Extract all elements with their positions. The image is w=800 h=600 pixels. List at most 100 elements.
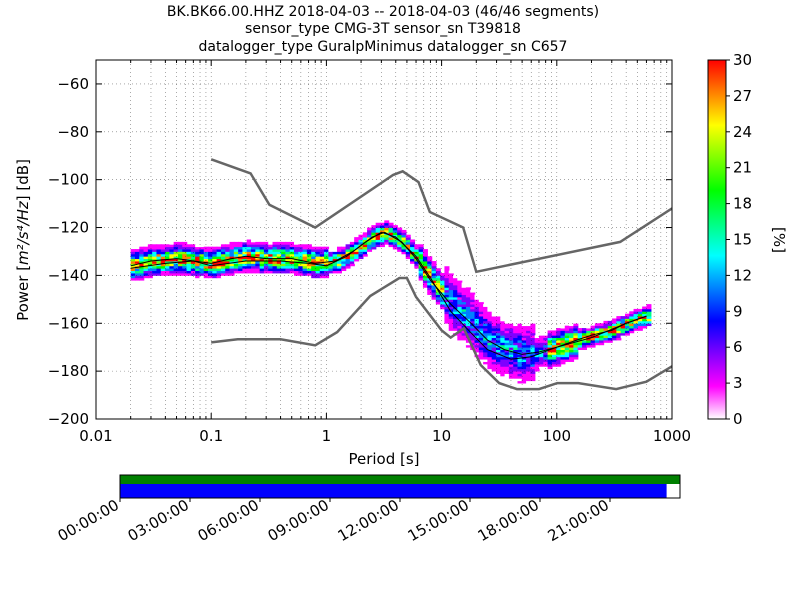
- heatmap-cell: [182, 244, 188, 248]
- time-tick-label: 12:00:00: [335, 496, 402, 545]
- heatmap-cell: [534, 340, 540, 343]
- heatmap-cell: [594, 340, 600, 343]
- heatmap-cell: [233, 265, 239, 269]
- heatmap-cell: [629, 325, 635, 329]
- heatmap-cell: [435, 294, 441, 298]
- heatmap-cell: [268, 261, 274, 264]
- heatmap-cell: [397, 227, 403, 231]
- heatmap-cell: [422, 280, 428, 283]
- heatmap-cell: [530, 347, 536, 350]
- heatmap-cell: [478, 301, 484, 305]
- heatmap-cell: [453, 296, 459, 300]
- heatmap-cell: [474, 342, 480, 346]
- heatmap-cell: [547, 332, 553, 336]
- heatmap-cell: [285, 249, 291, 252]
- heatmap-cell: [526, 378, 532, 382]
- heatmap-cell: [491, 363, 497, 367]
- heatmap-cell: [259, 261, 265, 264]
- heatmap-cell: [328, 261, 334, 264]
- heatmap-cell: [268, 244, 274, 248]
- heatmap-cell: [233, 251, 239, 255]
- heatmap-cell: [474, 351, 480, 355]
- heatmap-cell: [637, 313, 643, 317]
- heatmap-cell: [208, 256, 214, 260]
- heatmap-cell: [422, 273, 428, 276]
- heatmap-cell: [564, 325, 570, 329]
- heatmap-cell: [530, 337, 536, 341]
- heatmap-cell: [169, 268, 175, 272]
- heatmap-cell: [491, 354, 497, 358]
- heatmap-cell: [134, 258, 140, 262]
- heatmap-cell: [453, 316, 459, 319]
- heatmap-cell: [444, 265, 450, 269]
- heatmap-cell: [298, 273, 304, 276]
- heatmap-cell: [478, 316, 484, 319]
- heatmap-cell: [134, 268, 140, 272]
- heatmap-cell: [642, 306, 648, 310]
- heatmap-cell: [487, 344, 493, 348]
- heatmap-cell: [220, 261, 226, 264]
- heatmap-cell: [521, 356, 527, 360]
- heatmap-cell: [251, 263, 257, 267]
- heatmap-cell: [225, 244, 231, 248]
- heatmap-cell: [461, 292, 467, 295]
- heatmap-cell: [624, 323, 630, 327]
- heatmap-cell: [517, 375, 523, 379]
- heatmap-cell: [199, 256, 205, 260]
- heatmap-cell: [302, 249, 308, 252]
- heatmap-cell: [306, 258, 312, 262]
- heatmap-cell: [543, 332, 549, 336]
- heatmap-cell: [152, 253, 158, 257]
- heatmap-cell: [444, 284, 450, 288]
- heatmap-cell: [410, 246, 416, 250]
- heatmap-cell: [504, 344, 510, 348]
- heatmap-cell: [259, 263, 265, 267]
- heatmap-cell: [513, 323, 519, 327]
- heatmap-cell: [397, 232, 403, 236]
- heatmap-cell: [285, 268, 291, 272]
- heatmap-cell: [315, 270, 321, 274]
- heatmap-cell: [444, 270, 450, 274]
- heatmap-cell: [392, 229, 398, 233]
- heatmap-cell: [341, 261, 347, 264]
- heatmap-cell: [311, 246, 317, 250]
- heatmap-cell: [238, 253, 244, 257]
- heatmap-cell: [242, 251, 248, 255]
- heatmap-cell: [281, 251, 287, 255]
- heatmap-cell: [195, 258, 201, 262]
- heatmap-cell: [496, 347, 502, 350]
- heatmap-cell: [272, 256, 278, 260]
- heatmap-cell: [465, 313, 471, 317]
- heatmap-cell: [496, 356, 502, 360]
- heatmap-cell: [238, 251, 244, 255]
- heatmap-cell: [414, 253, 420, 257]
- heatmap-cell: [616, 328, 622, 331]
- heatmap-cell: [500, 335, 506, 339]
- heatmap-cell: [285, 258, 291, 262]
- heatmap-cell: [538, 335, 544, 339]
- heatmap-cell: [259, 253, 265, 257]
- heatmap-cell: [483, 337, 489, 341]
- heatmap-cell: [392, 239, 398, 243]
- heatmap-cell: [431, 296, 437, 300]
- heatmap-cell: [513, 380, 519, 384]
- heatmap-cell: [311, 263, 317, 267]
- heatmap-cell: [564, 335, 570, 339]
- heatmap-cell: [470, 304, 476, 307]
- heatmap-cell: [457, 325, 463, 329]
- heatmap-cell: [401, 229, 407, 233]
- heatmap-cell: [461, 301, 467, 305]
- heatmap-cell: [156, 253, 162, 257]
- heatmap-cell: [388, 239, 394, 243]
- y-tick-label: −180: [48, 362, 89, 380]
- heatmap-cell: [422, 263, 428, 267]
- heatmap-cell: [367, 227, 373, 231]
- heatmap-cell: [543, 354, 549, 358]
- heatmap-cell: [229, 251, 235, 255]
- heatmap-cell: [491, 330, 497, 334]
- heatmap-cell: [500, 349, 506, 353]
- heatmap-cell: [465, 306, 471, 310]
- heatmap-cell: [130, 256, 136, 260]
- heatmap-cell: [431, 287, 437, 291]
- heatmap-cell: [465, 340, 471, 343]
